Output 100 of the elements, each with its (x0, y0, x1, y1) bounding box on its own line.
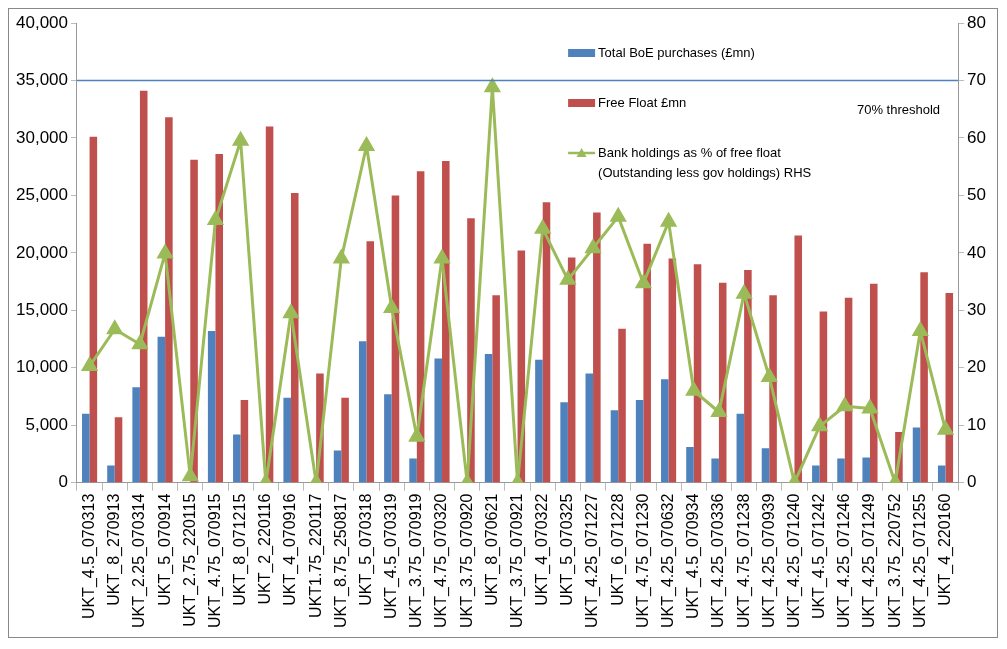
bar (661, 379, 669, 483)
bar (434, 358, 443, 483)
y2-tick-label: 10 (967, 414, 987, 434)
x-tick-label: UKT_8_070621 (482, 493, 501, 606)
x-tick-label: UKT_8_270913 (105, 493, 124, 606)
point (812, 417, 828, 432)
bar (686, 447, 694, 483)
y-tick-label: 40,000 (16, 12, 68, 32)
x-tick-label: UKT_2.75_220115 (180, 493, 199, 627)
bar (618, 328, 626, 483)
x-tick-label: UKT_4.25_070336 (709, 493, 728, 628)
x-tick-label: UKT_4.25_071227 (583, 493, 602, 628)
x-tick-label: UKT_4_070322 (533, 493, 552, 606)
y-tick-label: 15,000 (16, 299, 68, 319)
point (132, 335, 148, 350)
y-tick-label: 20,000 (16, 242, 68, 262)
y2-tick-label: 80 (967, 12, 987, 32)
bar (812, 465, 820, 483)
point (635, 274, 651, 289)
point (661, 213, 677, 227)
y-tick-label: 30,000 (16, 127, 68, 147)
point (484, 78, 500, 93)
y2-tick-label: 70 (967, 70, 987, 90)
bar (593, 212, 601, 483)
bar (132, 387, 140, 483)
point (182, 467, 198, 482)
bar (82, 413, 90, 483)
bar (912, 427, 921, 483)
x-tick-label: UKT_2.25_070314 (130, 493, 149, 628)
point (82, 357, 98, 372)
x-tick-label: UKT_5_070325 (558, 493, 577, 606)
x-tick-label: UKT_4.25_071255 (910, 493, 929, 628)
bar (207, 330, 216, 483)
bar (736, 413, 745, 483)
point (610, 208, 626, 222)
point (233, 132, 249, 146)
point (409, 428, 425, 442)
point (711, 403, 727, 417)
y2-tick-label: 60 (967, 127, 987, 147)
bar (89, 136, 98, 483)
bar (535, 359, 543, 483)
bar (668, 258, 677, 483)
bar (114, 417, 123, 483)
y2-tick-label: 20 (967, 357, 987, 377)
x-tick-label: UKT_5_070318 (356, 493, 375, 606)
bar (635, 399, 644, 483)
x-tick-label: UKT_5_070914 (155, 493, 174, 606)
y-tick-label: 10,000 (16, 357, 68, 377)
bar (283, 397, 291, 483)
point (761, 368, 777, 382)
point (837, 397, 853, 412)
point (535, 220, 551, 234)
x-tick-label: UKT_4.75_071230 (633, 493, 652, 628)
ref-line-label: 70% threshold (856, 102, 941, 118)
legend-label: Total BoE purchases (£mn) (598, 44, 755, 60)
point (333, 250, 349, 264)
bar (484, 353, 493, 483)
point (862, 400, 878, 414)
bar (233, 434, 241, 483)
y-tick-label: 5,000 (25, 414, 68, 434)
bar (920, 272, 928, 483)
bar (333, 450, 342, 483)
bar (165, 117, 173, 483)
x-tick-label: UKT_4.25_070632 (658, 493, 677, 628)
bar (937, 465, 946, 483)
bar (862, 457, 870, 483)
y-tick-label: 35,000 (16, 70, 68, 90)
x-tick-label: UKT_4.75_070320 (432, 493, 451, 628)
x-tick-label: UKT_6_071228 (608, 493, 627, 606)
x-tick-label: UKT_2_220116 (256, 493, 275, 605)
point (585, 239, 601, 254)
x-tick-label: UKT_4_070916 (281, 493, 300, 606)
x-tick-label: UKT_4.25_071240 (784, 493, 803, 628)
x-tick-label: UKT1.75_220117 (306, 493, 325, 618)
bar (585, 373, 594, 483)
bar (610, 410, 619, 483)
bar (366, 241, 375, 483)
bar (157, 336, 166, 483)
bar (869, 283, 878, 483)
x-tick-label: UKT_4.5_070313 (79, 493, 98, 620)
bar (761, 448, 770, 483)
x-tick-label: UKT_4.5_070319 (382, 493, 401, 620)
y-tick-label: 0 (58, 472, 68, 492)
x-tick-label: UKT_4.75_070915 (205, 493, 224, 628)
bar (711, 458, 719, 483)
point (157, 244, 173, 259)
bar (384, 394, 392, 483)
x-tick-label: UKT_4_220160 (935, 493, 954, 606)
point (207, 211, 224, 226)
x-tick-label: UKT_8.75_250817 (331, 493, 350, 628)
x-tick-label: UKT_4.5_070934 (684, 493, 703, 620)
bar (837, 458, 845, 483)
bar (643, 243, 651, 483)
bar (290, 193, 299, 483)
y2-tick-label: 0 (967, 472, 977, 492)
point (937, 421, 954, 435)
bar (744, 270, 752, 483)
bar (794, 235, 803, 483)
x-tick-label: UKT_3.75_070919 (407, 493, 426, 628)
y2-tick-label: 50 (967, 185, 987, 205)
